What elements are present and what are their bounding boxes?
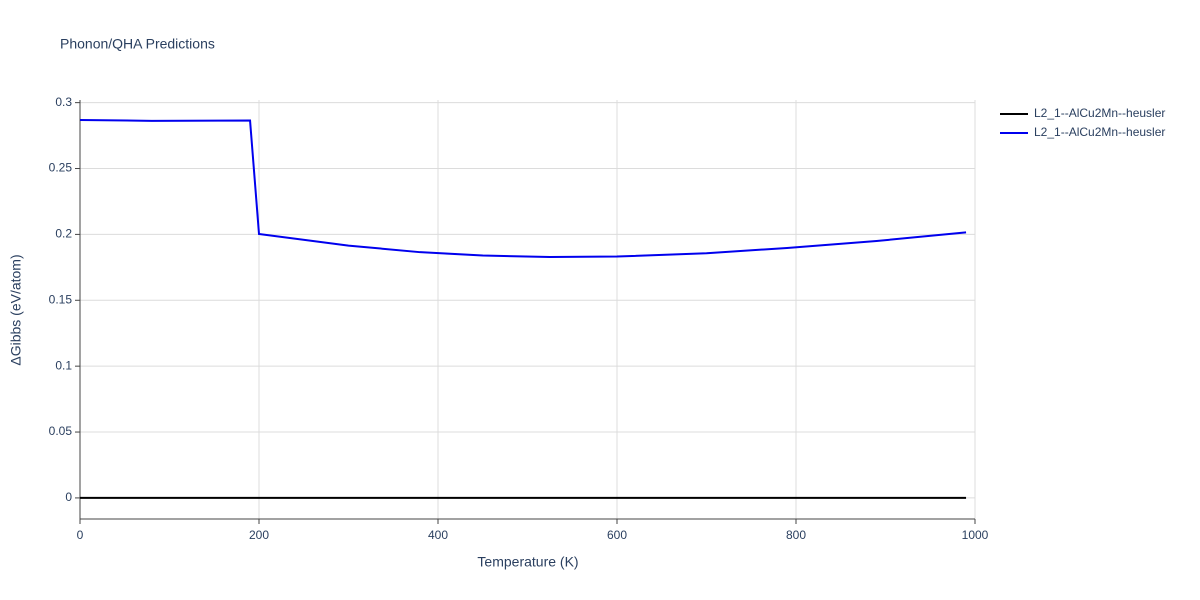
- y-tick-label: 0.3: [55, 95, 72, 109]
- y-tick-label: 0: [65, 490, 72, 504]
- legend-label: L2_1--AlCu2Mn--heusler: [1034, 106, 1165, 120]
- x-tick-label: 800: [786, 528, 806, 542]
- x-tick-label: 600: [607, 528, 627, 542]
- chart-title: Phonon/QHA Predictions: [60, 36, 215, 52]
- y-axis-label: ΔGibbs (eV/atom): [8, 254, 24, 365]
- y-tick-label: 0.05: [49, 424, 73, 438]
- x-tick-label: 400: [428, 528, 448, 542]
- y-tick-label: 0.25: [49, 161, 73, 175]
- x-axis-label: Temperature (K): [477, 554, 578, 570]
- y-tick-label: 0.1: [55, 358, 72, 372]
- x-tick-label: 0: [77, 528, 84, 542]
- x-tick-label: 1000: [962, 528, 989, 542]
- legend-label: L2_1--AlCu2Mn--heusler: [1034, 125, 1165, 139]
- y-tick-label: 0.15: [49, 292, 73, 306]
- y-tick-label: 0.2: [55, 227, 72, 241]
- line-series: [79, 119, 967, 259]
- x-tick-label: 200: [249, 528, 269, 542]
